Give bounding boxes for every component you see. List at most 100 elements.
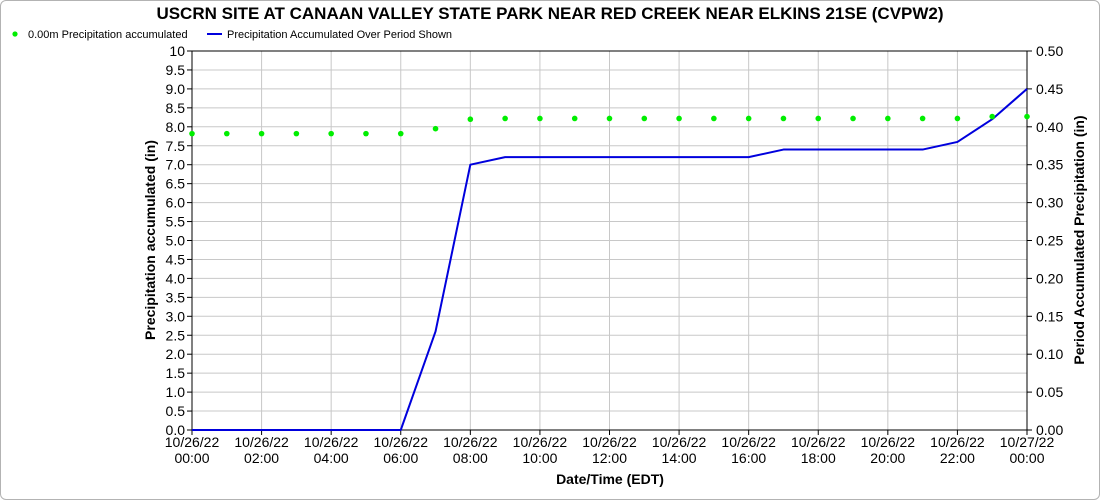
y-left-tick-label: 0.0 bbox=[166, 422, 186, 438]
x-tick-date: 10/26/22 bbox=[791, 434, 846, 450]
y-left-tick-label: 6.5 bbox=[166, 176, 186, 192]
y-left-tick-label: 4.5 bbox=[166, 251, 186, 267]
x-tick-date: 10/26/22 bbox=[374, 434, 429, 450]
accumulated-point bbox=[537, 115, 543, 122]
series-period-line bbox=[192, 88, 1028, 431]
x-tick-time: 10:00 bbox=[522, 450, 557, 466]
accumulated-point bbox=[293, 130, 300, 137]
y-axis-left-ticks: 0.0 0.5 1.0 1.5 2.0 2.5 3.0 3.5 4.0 4.5 5.0 5.5 6.0 6… bbox=[166, 43, 186, 438]
x-tick-time: 02:00 bbox=[244, 450, 279, 466]
y-left-tick-label: 8.5 bbox=[166, 100, 186, 116]
accumulated-point bbox=[711, 115, 717, 122]
x-tick-time: 06:00 bbox=[383, 450, 418, 466]
accumulated-point bbox=[258, 130, 265, 137]
x-tick-date: 10/27/22 bbox=[1000, 434, 1055, 450]
y-right-tick-label: 0.20 bbox=[1036, 270, 1063, 286]
period-precip-line bbox=[192, 88, 1028, 431]
plot-border bbox=[191, 50, 1028, 431]
y-left-tick-label: 2.0 bbox=[166, 346, 186, 362]
accumulated-point bbox=[397, 130, 404, 137]
y-left-tick-label: 6.0 bbox=[166, 195, 186, 211]
y-left-tick-label: 5.5 bbox=[166, 214, 186, 230]
y-right-tick-label: 0.10 bbox=[1036, 346, 1063, 362]
x-tick-date: 10/26/22 bbox=[443, 434, 498, 450]
x-tick-date: 10/26/22 bbox=[304, 434, 359, 450]
x-tick-date: 10/26/22 bbox=[861, 434, 916, 450]
x-tick-time: 16:00 bbox=[731, 450, 766, 466]
y-left-tick-label: 0.5 bbox=[166, 403, 186, 419]
y-left-tick-label: 9.5 bbox=[166, 62, 186, 78]
y-right-tick-label: 0.50 bbox=[1036, 43, 1063, 59]
accumulated-point bbox=[745, 115, 752, 122]
x-tick-date: 10/26/22 bbox=[165, 434, 220, 450]
y-left-tick-label: 2.5 bbox=[166, 327, 186, 343]
x-tick-date: 10/26/22 bbox=[513, 434, 568, 450]
x-tick-time: 20:00 bbox=[870, 450, 905, 466]
accumulated-point bbox=[641, 115, 648, 122]
y-left-tick-label: 8.0 bbox=[166, 119, 186, 135]
x-tick-date: 10/26/22 bbox=[652, 434, 707, 450]
y-right-tick-label: 0.40 bbox=[1036, 119, 1063, 135]
accumulated-point bbox=[780, 115, 787, 122]
x-tick-time: 14:00 bbox=[662, 450, 697, 466]
legend-swatch-points bbox=[12, 31, 18, 37]
x-tick-time: 18:00 bbox=[801, 450, 836, 466]
y-left-tick-label: 1.0 bbox=[166, 384, 186, 400]
y-axis-right-title: Period Accumulated Precipitation (in) bbox=[1071, 115, 1087, 364]
x-tick-time: 04:00 bbox=[314, 450, 349, 466]
y-left-tick-label: 4.0 bbox=[166, 270, 186, 286]
accumulated-point bbox=[571, 115, 578, 122]
x-tick-time: 12:00 bbox=[592, 450, 627, 466]
chart-title: USCRN SITE AT CANAAN VALLEY STATE PARK N… bbox=[156, 4, 943, 23]
accumulated-point bbox=[432, 125, 439, 132]
x-tick-date: 10/26/22 bbox=[234, 434, 289, 450]
x-axis-title: Date/Time (EDT) bbox=[556, 471, 664, 487]
accumulated-point bbox=[815, 115, 822, 122]
x-tick-time: 00:00 bbox=[174, 450, 209, 466]
x-tick-time: 08:00 bbox=[453, 450, 488, 466]
accumulated-point bbox=[606, 115, 613, 122]
y-right-tick-label: 0.45 bbox=[1036, 81, 1063, 97]
y-axis-left-title: Precipitation accumulated (in) bbox=[142, 140, 158, 340]
accumulated-point bbox=[676, 115, 682, 122]
x-tick-date: 10/26/22 bbox=[582, 434, 637, 450]
y-left-tick-label: 5.0 bbox=[166, 233, 186, 249]
accumulated-point bbox=[850, 115, 856, 122]
y-left-tick-label: 10 bbox=[169, 43, 185, 59]
y-right-tick-label: 0.35 bbox=[1036, 157, 1063, 173]
y-axis-right-ticks: 0.00 0.05 0.10 0.15 0.20 0.25 0.30 0.35 0.40 0.45… bbox=[1036, 43, 1063, 438]
accumulated-point bbox=[189, 130, 195, 137]
accumulated-point bbox=[502, 115, 508, 122]
y-left-tick-label: 3.0 bbox=[166, 308, 186, 324]
y-left-tick-label: 3.5 bbox=[166, 289, 186, 305]
legend-label-points: 0.00m Precipitation accumulated bbox=[28, 29, 188, 41]
x-tick-time: 00:00 bbox=[1009, 450, 1044, 466]
y-left-tick-label: 7.5 bbox=[166, 138, 186, 154]
y-right-tick-label: 0.00 bbox=[1036, 422, 1063, 438]
y-right-tick-label: 0.15 bbox=[1036, 308, 1063, 324]
legend-label-line: Precipitation Accumulated Over Period Sh… bbox=[227, 29, 452, 41]
y-right-tick-label: 0.30 bbox=[1036, 195, 1063, 211]
accumulated-point bbox=[885, 115, 891, 122]
accumulated-point bbox=[954, 115, 961, 122]
accumulated-point bbox=[989, 113, 996, 120]
accumulated-point bbox=[919, 115, 926, 122]
legend: 0.00m Precipitation accumulated Precipit… bbox=[12, 29, 452, 41]
y-left-tick-label: 7.0 bbox=[166, 157, 186, 173]
x-axis-ticks: 10/26/2200:0010/26/2202:0010/26/2204:001… bbox=[165, 434, 1055, 466]
x-tick-date: 10/26/22 bbox=[930, 434, 985, 450]
